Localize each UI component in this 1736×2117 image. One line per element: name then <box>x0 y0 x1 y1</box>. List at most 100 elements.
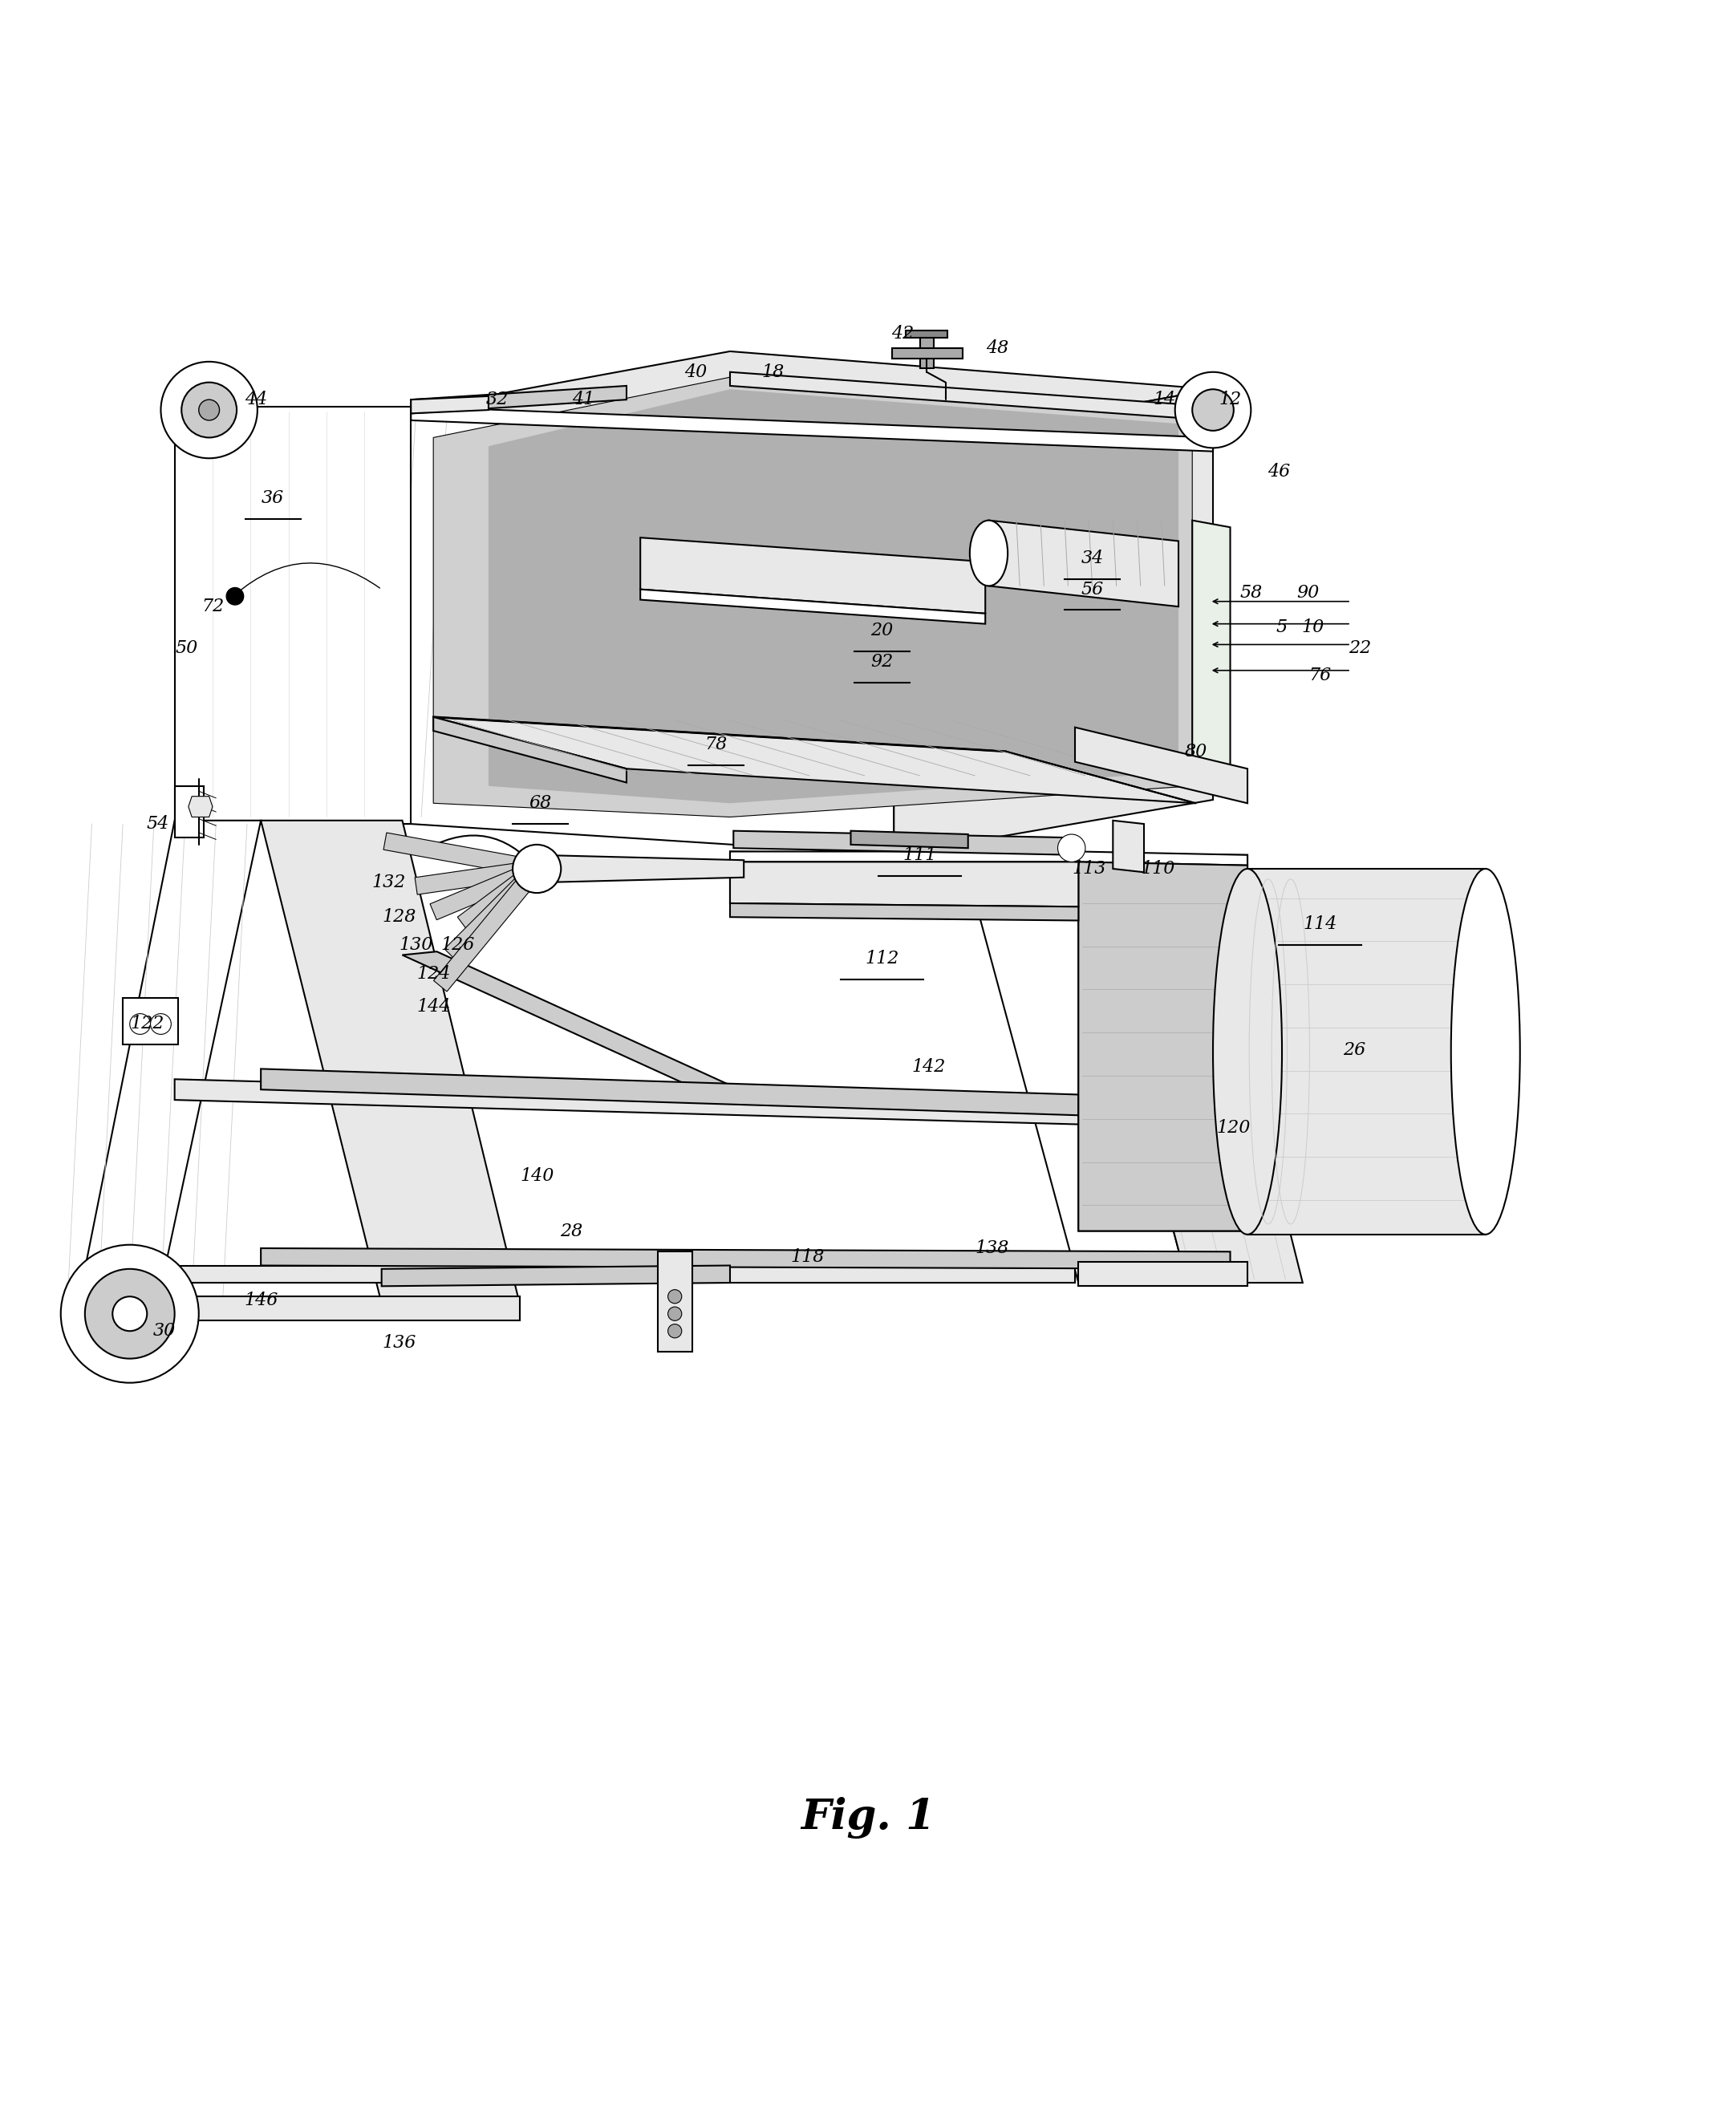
Polygon shape <box>203 411 894 855</box>
Text: 44: 44 <box>245 392 267 409</box>
Polygon shape <box>78 821 260 1304</box>
Text: 80: 80 <box>1184 743 1207 760</box>
Polygon shape <box>1075 728 1248 802</box>
Text: 22: 22 <box>1349 639 1371 656</box>
Text: 144: 144 <box>417 997 450 1016</box>
Ellipse shape <box>1213 868 1281 1234</box>
Polygon shape <box>403 951 746 1097</box>
Circle shape <box>113 1296 148 1332</box>
Polygon shape <box>434 718 1196 802</box>
Text: 140: 140 <box>519 1166 554 1186</box>
Circle shape <box>161 362 257 457</box>
Text: 10: 10 <box>1302 618 1325 635</box>
Polygon shape <box>434 864 543 991</box>
Circle shape <box>61 1245 198 1382</box>
Text: 32: 32 <box>486 392 509 409</box>
Polygon shape <box>731 373 1213 421</box>
Polygon shape <box>731 851 1248 866</box>
Polygon shape <box>411 396 488 413</box>
Polygon shape <box>415 860 538 895</box>
Text: 126: 126 <box>441 936 474 953</box>
Text: 56: 56 <box>1082 580 1104 599</box>
Text: 41: 41 <box>573 392 595 409</box>
Polygon shape <box>1193 521 1231 785</box>
Polygon shape <box>411 351 1213 449</box>
Text: 118: 118 <box>790 1249 825 1266</box>
Text: Fig. 1: Fig. 1 <box>800 1797 936 1838</box>
Polygon shape <box>920 334 934 368</box>
Text: 18: 18 <box>762 364 785 381</box>
Polygon shape <box>906 330 948 337</box>
Text: 136: 136 <box>382 1334 417 1353</box>
Polygon shape <box>260 1249 1231 1268</box>
Text: 130: 130 <box>399 936 432 953</box>
Text: 42: 42 <box>891 326 913 343</box>
Polygon shape <box>963 855 1187 1283</box>
Circle shape <box>668 1323 682 1338</box>
Text: 111: 111 <box>903 847 937 864</box>
Text: 128: 128 <box>382 908 417 925</box>
Circle shape <box>198 400 219 421</box>
Polygon shape <box>444 862 543 961</box>
Text: 120: 120 <box>1217 1118 1250 1137</box>
Text: 50: 50 <box>175 639 198 656</box>
Text: 138: 138 <box>976 1238 1009 1257</box>
Polygon shape <box>731 904 1078 921</box>
Polygon shape <box>411 385 627 413</box>
Text: 14: 14 <box>1153 392 1175 409</box>
Polygon shape <box>158 1296 519 1321</box>
Text: 113: 113 <box>1071 860 1106 879</box>
Circle shape <box>130 1014 151 1035</box>
Text: 12: 12 <box>1219 392 1241 409</box>
Polygon shape <box>731 862 1078 906</box>
Circle shape <box>1175 373 1252 449</box>
Text: 54: 54 <box>146 815 168 832</box>
Polygon shape <box>1248 868 1486 1234</box>
Text: 46: 46 <box>1267 464 1290 481</box>
Circle shape <box>1057 834 1085 862</box>
Polygon shape <box>384 832 538 876</box>
Circle shape <box>1193 390 1234 430</box>
Polygon shape <box>641 538 986 614</box>
Polygon shape <box>658 1251 693 1353</box>
Text: 48: 48 <box>986 339 1009 356</box>
Text: 124: 124 <box>417 965 450 982</box>
Text: 72: 72 <box>201 597 224 616</box>
Polygon shape <box>851 830 969 849</box>
Text: 132: 132 <box>372 874 406 891</box>
Text: 40: 40 <box>684 364 707 381</box>
Polygon shape <box>158 1266 1075 1283</box>
Polygon shape <box>411 406 1213 451</box>
Polygon shape <box>123 997 179 1044</box>
Polygon shape <box>175 785 203 838</box>
Polygon shape <box>260 821 519 1304</box>
Polygon shape <box>1113 821 1144 872</box>
Text: 26: 26 <box>1344 1042 1366 1058</box>
Circle shape <box>226 589 243 605</box>
Text: 76: 76 <box>1309 667 1332 684</box>
Polygon shape <box>458 862 542 931</box>
Polygon shape <box>382 1266 731 1287</box>
Polygon shape <box>260 1069 1248 1120</box>
Text: 5: 5 <box>1276 618 1288 635</box>
Text: 36: 36 <box>262 489 285 506</box>
Polygon shape <box>990 521 1179 608</box>
Polygon shape <box>189 796 212 817</box>
Polygon shape <box>734 830 1075 855</box>
Polygon shape <box>175 406 411 824</box>
Polygon shape <box>1078 1262 1248 1287</box>
Polygon shape <box>434 718 627 783</box>
Circle shape <box>151 1014 172 1035</box>
Text: 146: 146 <box>243 1291 278 1308</box>
Text: 110: 110 <box>1141 860 1175 879</box>
Polygon shape <box>731 851 1248 1230</box>
Circle shape <box>85 1268 175 1359</box>
Text: 58: 58 <box>1240 584 1262 601</box>
Text: 68: 68 <box>529 794 552 813</box>
Ellipse shape <box>1451 868 1521 1234</box>
Text: 114: 114 <box>1304 915 1337 934</box>
Polygon shape <box>431 862 540 921</box>
Polygon shape <box>536 855 743 883</box>
Polygon shape <box>892 347 963 358</box>
Circle shape <box>668 1306 682 1321</box>
